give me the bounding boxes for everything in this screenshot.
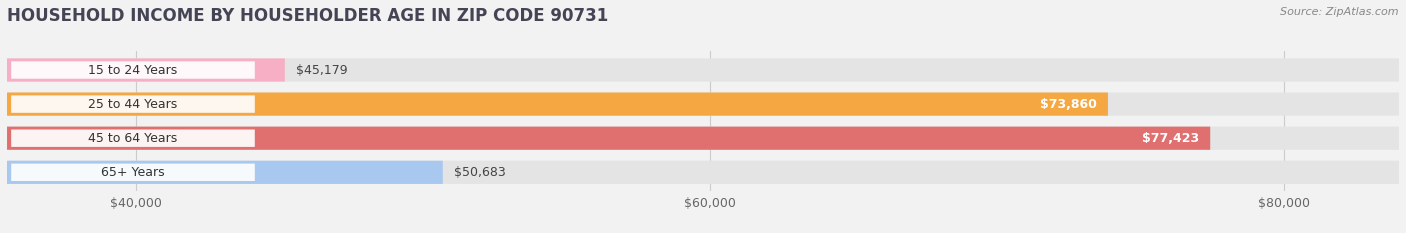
- Text: HOUSEHOLD INCOME BY HOUSEHOLDER AGE IN ZIP CODE 90731: HOUSEHOLD INCOME BY HOUSEHOLDER AGE IN Z…: [7, 7, 609, 25]
- FancyBboxPatch shape: [11, 164, 254, 181]
- FancyBboxPatch shape: [7, 58, 285, 82]
- Text: Source: ZipAtlas.com: Source: ZipAtlas.com: [1281, 7, 1399, 17]
- Text: 65+ Years: 65+ Years: [101, 166, 165, 179]
- Text: 45 to 64 Years: 45 to 64 Years: [89, 132, 177, 145]
- Text: $50,683: $50,683: [454, 166, 506, 179]
- Text: $77,423: $77,423: [1142, 132, 1199, 145]
- FancyBboxPatch shape: [7, 161, 1399, 184]
- Text: 25 to 44 Years: 25 to 44 Years: [89, 98, 177, 111]
- FancyBboxPatch shape: [11, 96, 254, 113]
- FancyBboxPatch shape: [7, 127, 1399, 150]
- FancyBboxPatch shape: [11, 61, 254, 79]
- FancyBboxPatch shape: [7, 58, 1399, 82]
- FancyBboxPatch shape: [7, 127, 1211, 150]
- FancyBboxPatch shape: [7, 93, 1108, 116]
- Text: $45,179: $45,179: [295, 64, 347, 76]
- FancyBboxPatch shape: [7, 93, 1399, 116]
- Text: $73,860: $73,860: [1040, 98, 1097, 111]
- FancyBboxPatch shape: [11, 130, 254, 147]
- Text: 15 to 24 Years: 15 to 24 Years: [89, 64, 177, 76]
- FancyBboxPatch shape: [7, 161, 443, 184]
